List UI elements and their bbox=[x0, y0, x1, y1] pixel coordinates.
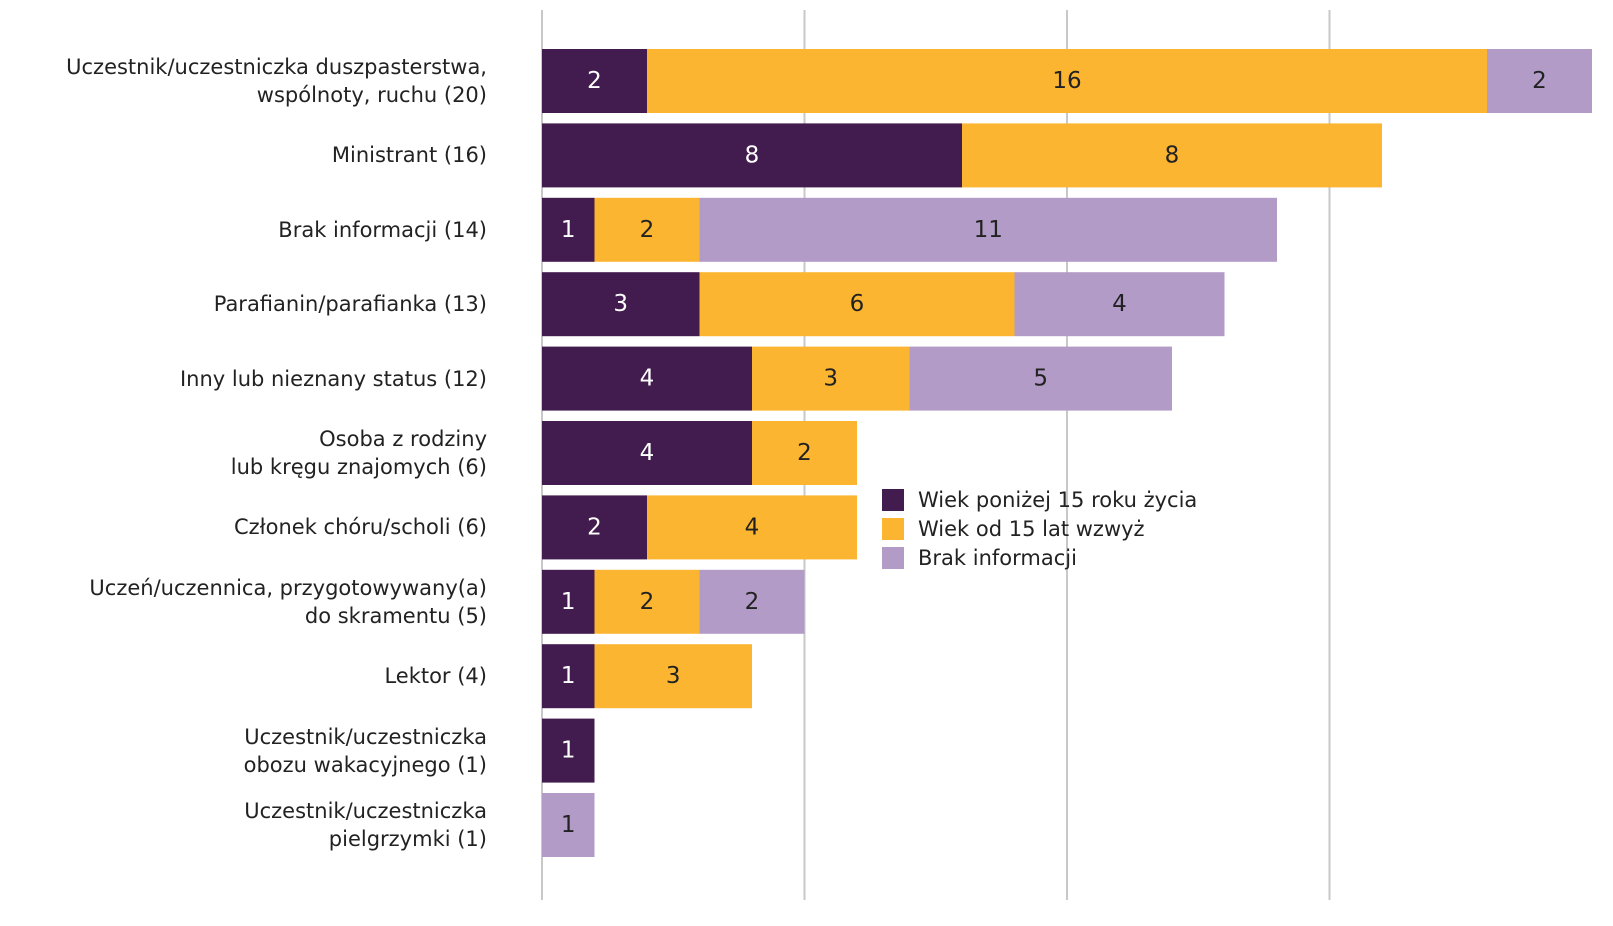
bar-segment bbox=[594, 197, 700, 262]
y-tick-label: Osoba z rodziny lub kręgu znajomych (6) bbox=[230, 427, 487, 479]
bar-segment bbox=[542, 123, 962, 188]
y-tick-label: Uczestnik/uczestniczka obozu wakacyjnego… bbox=[243, 724, 487, 777]
value-label: 1 bbox=[561, 738, 576, 764]
bar-segment bbox=[1487, 49, 1592, 113]
bar-segment bbox=[542, 346, 752, 411]
y-tick-label: Uczestnik/uczestniczka pielgrzymki (1) bbox=[244, 799, 487, 851]
y-tick-label: Parafianin/parafianka (13) bbox=[213, 292, 487, 317]
bar-segment bbox=[699, 569, 805, 634]
bar-segment bbox=[594, 569, 700, 634]
value-label: 2 bbox=[640, 217, 655, 243]
bar-segment bbox=[542, 272, 700, 337]
value-label: 3 bbox=[666, 663, 681, 689]
bar-segment bbox=[594, 644, 752, 709]
bar-segment bbox=[542, 569, 595, 634]
legend-swatch bbox=[882, 518, 904, 540]
value-label: 16 bbox=[1052, 68, 1081, 94]
legend-label: Wiek poniżej 15 roku życia bbox=[918, 488, 1197, 512]
value-label: 4 bbox=[1112, 291, 1127, 317]
bar-segment bbox=[752, 346, 910, 411]
y-tick-label: Inny lub nieznany status (12) bbox=[179, 366, 487, 391]
y-tick-label: Ministrant (16) bbox=[331, 143, 487, 168]
y-tick-label: Lektor (4) bbox=[384, 664, 487, 689]
bar-segment bbox=[647, 495, 857, 560]
bar-segment bbox=[542, 49, 647, 113]
value-label: 3 bbox=[613, 291, 628, 317]
value-label: 1 bbox=[561, 217, 576, 243]
y-tick-label: Brak informacji (14) bbox=[278, 217, 487, 242]
y-tick-label: Uczeń/uczennica, przygotowywany(a) do sk… bbox=[89, 575, 487, 628]
value-label: 4 bbox=[640, 440, 655, 466]
bar-segment bbox=[542, 793, 595, 857]
value-label: 2 bbox=[1532, 68, 1547, 94]
value-label: 11 bbox=[974, 217, 1003, 243]
value-label: 1 bbox=[561, 589, 576, 615]
value-label: 2 bbox=[587, 68, 602, 94]
bar-segment bbox=[542, 495, 647, 560]
value-label: 2 bbox=[587, 514, 602, 540]
value-label: 6 bbox=[850, 291, 865, 317]
bar-segment bbox=[699, 197, 1277, 262]
value-label: 4 bbox=[640, 366, 655, 392]
bar-segment bbox=[1014, 272, 1225, 337]
value-label: 3 bbox=[823, 366, 838, 392]
value-label: 1 bbox=[561, 812, 576, 838]
value-label: 2 bbox=[745, 589, 760, 615]
value-label: 2 bbox=[640, 589, 655, 615]
bar-segment bbox=[542, 718, 595, 783]
value-label: 2 bbox=[797, 440, 812, 466]
legend-swatch bbox=[882, 547, 904, 569]
legend-swatch bbox=[882, 489, 904, 511]
bar-segment bbox=[962, 123, 1382, 188]
value-label: 4 bbox=[745, 514, 760, 540]
value-label: 8 bbox=[1165, 142, 1180, 168]
bar-segment bbox=[909, 346, 1172, 411]
legend-label: Wiek od 15 lat wzwyż bbox=[918, 517, 1145, 541]
y-tick-label: Uczestnik/uczestniczka duszpasterstwa, w… bbox=[66, 55, 487, 107]
bar-segment bbox=[752, 421, 857, 485]
bar-segment bbox=[647, 49, 1487, 113]
bar-segment bbox=[542, 197, 595, 262]
legend-label: Brak informacji bbox=[918, 546, 1077, 570]
value-label: 8 bbox=[745, 142, 760, 168]
value-label: 1 bbox=[561, 663, 576, 689]
bar-segment bbox=[542, 644, 595, 709]
bar-segment bbox=[699, 272, 1015, 337]
y-tick-label: Członek chóru/scholi (6) bbox=[233, 515, 487, 540]
bar-segment bbox=[542, 421, 752, 485]
value-label: 5 bbox=[1033, 366, 1048, 392]
